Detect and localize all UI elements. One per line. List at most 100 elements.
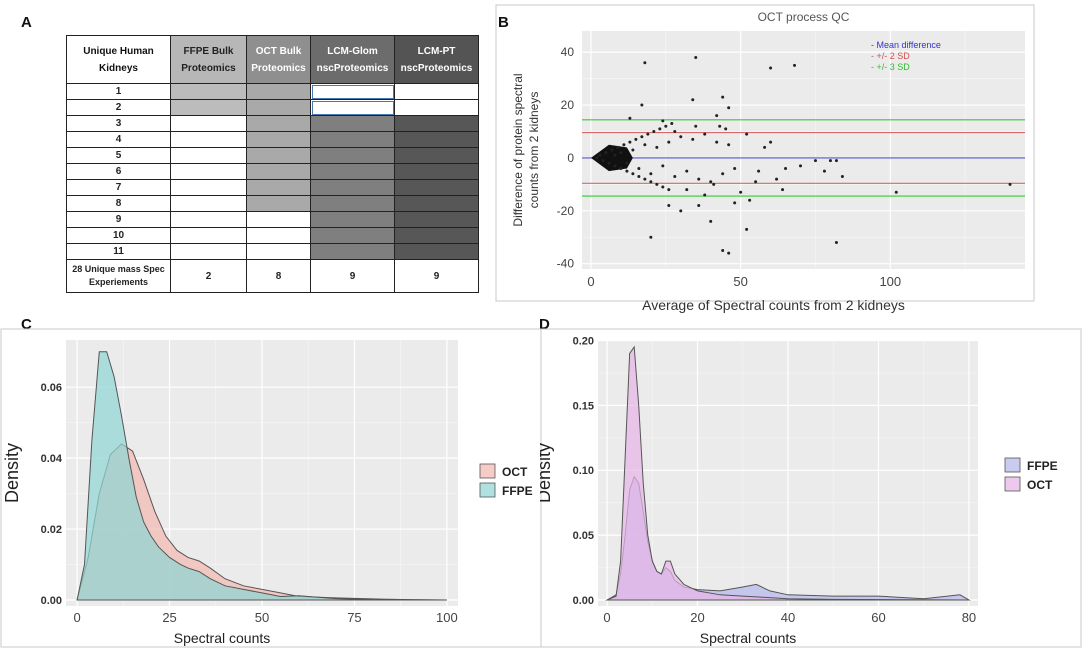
y-axis-label: Density	[2, 443, 22, 503]
presence-cell-pt	[394, 227, 479, 244]
scatter-point	[679, 209, 683, 213]
x-tick-label: 60	[871, 610, 885, 625]
presence-cell-pt	[394, 211, 479, 228]
legend-label: FFPE	[502, 484, 533, 498]
y-tick-label: -40	[557, 257, 575, 271]
legend-label: OCT	[1027, 478, 1053, 492]
legend-swatch-oct	[479, 463, 496, 479]
legend-entry: - +/- 3 SD	[871, 62, 910, 72]
presence-cell-ffpe	[170, 243, 247, 260]
scatter-point	[727, 143, 731, 147]
presence-cell-pt	[394, 83, 479, 100]
table-row: 6	[66, 163, 479, 180]
x-tick-label: 50	[733, 274, 747, 289]
x-tick-label: 20	[690, 610, 704, 625]
kidney-id-cell: 10	[66, 227, 171, 244]
scatter-point	[601, 159, 605, 163]
scatter-point	[649, 180, 653, 184]
legend-label: OCT	[502, 465, 528, 479]
scatter-point	[703, 193, 707, 197]
scatter-point	[721, 172, 725, 176]
x-tick-label: 50	[255, 610, 269, 625]
scatter-point	[745, 227, 749, 231]
presence-cell-glom	[310, 195, 395, 212]
scatter-point	[1008, 182, 1012, 186]
scatter-point	[649, 172, 653, 176]
presence-cell-ffpe	[170, 195, 247, 212]
x-axis-label: Spectral counts	[174, 630, 271, 646]
presence-cell-ffpe	[170, 99, 247, 116]
x-tick-label: 100	[879, 274, 901, 289]
scatter-point	[733, 167, 737, 171]
presence-cell-ffpe	[170, 179, 247, 196]
x-axis-label: Spectral counts	[700, 630, 797, 646]
scatter-point	[793, 63, 797, 67]
scatter-point	[685, 169, 689, 173]
scatter-point	[718, 124, 722, 128]
presence-cell-oct	[246, 227, 311, 244]
scatter-point	[625, 161, 629, 165]
table-row: 4	[66, 131, 479, 148]
scatter-point	[757, 169, 761, 173]
scatter-point	[834, 159, 838, 163]
scatter-point	[712, 182, 716, 186]
footer-oct: 8	[246, 259, 311, 293]
kidney-id-cell: 7	[66, 179, 171, 196]
scatter-point	[595, 156, 599, 160]
scatter-point	[673, 174, 677, 178]
presence-cell-ffpe	[170, 211, 247, 228]
header-ffpe-bulk: FFPE Bulk Proteomics	[170, 35, 247, 84]
legend-entry: - +/- 2 SD	[871, 51, 910, 61]
header-lcm-pt: LCM-PT nscProteomics	[394, 35, 479, 84]
density-area-ffpe	[76, 351, 447, 601]
panel-letter-b: B	[498, 14, 509, 31]
presence-cell-glom	[310, 227, 395, 244]
scatter-point	[703, 132, 707, 136]
scatter-point	[813, 159, 817, 163]
qc-scatter-chart: 0 50 100 -40 -20 0 20 40 OCT process QC Average o…	[495, 4, 1035, 313]
legend-entry: - Mean difference	[871, 40, 941, 50]
kidney-id-cell: 5	[66, 147, 171, 164]
scatter-point	[691, 98, 695, 102]
presence-cell-pt	[394, 131, 479, 148]
header-unique-kidneys: Unique Human Kidneys	[66, 35, 171, 84]
scatter-point	[613, 153, 617, 157]
table-row: 8	[66, 195, 479, 212]
presence-cell-pt	[394, 179, 479, 196]
scatter-point	[607, 161, 611, 165]
scatter-point	[715, 140, 719, 144]
scatter-point	[598, 153, 602, 157]
x-tick-label: 25	[162, 610, 176, 625]
scatter-point	[784, 167, 788, 171]
scatter-point	[799, 164, 803, 168]
presence-cell-glom	[310, 83, 395, 100]
scatter-point	[664, 124, 668, 128]
plot-background	[582, 31, 1025, 269]
presence-cell-glom	[310, 99, 395, 116]
scatter-point	[637, 167, 641, 171]
scatter-point	[655, 182, 659, 186]
scatter-point	[739, 190, 743, 194]
kidney-id-cell: 9	[66, 211, 171, 228]
y-tick-label: 0.04	[41, 453, 63, 465]
scatter-point	[640, 135, 644, 139]
scatter-point	[727, 106, 731, 110]
presence-cell-oct	[246, 211, 311, 228]
x-tick-label: 80	[962, 610, 976, 625]
presence-cell-pt	[394, 163, 479, 180]
scatter-point	[697, 204, 701, 208]
table-row: 2	[66, 99, 479, 116]
scatter-point	[721, 248, 725, 252]
scatter-point	[828, 159, 832, 163]
scatter-point	[769, 66, 773, 70]
scatter-point	[622, 143, 626, 147]
presence-cell-pt	[394, 147, 479, 164]
presence-cell-glom	[310, 131, 395, 148]
scatter-point	[619, 167, 623, 171]
scatter-point	[667, 140, 671, 144]
scatter-point	[613, 164, 617, 168]
header-oct-bulk: OCT Bulk Proteomics	[246, 35, 311, 84]
presence-cell-oct	[246, 243, 311, 260]
y-tick-label: 0.15	[573, 400, 594, 412]
scatter-point	[667, 204, 671, 208]
